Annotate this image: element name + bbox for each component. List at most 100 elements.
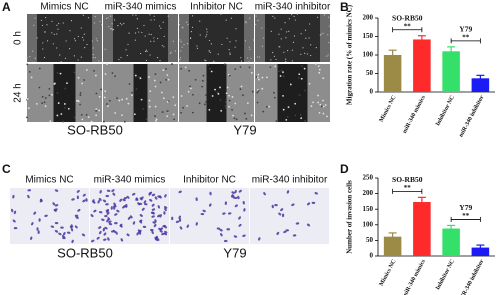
cell [73, 55, 76, 57]
cell [144, 35, 146, 37]
cell [181, 46, 183, 48]
cell [132, 14, 134, 16]
cell [159, 81, 162, 84]
invading-cell [153, 223, 157, 228]
y-tick-label: 150 [363, 205, 374, 213]
cell [179, 59, 181, 61]
invading-cell [219, 228, 223, 232]
y-tick-label: 100 [363, 51, 374, 59]
micrograph-edge [255, 14, 265, 62]
x-tick-label: miR-340 mimics [402, 258, 427, 295]
cell [145, 118, 148, 121]
cell [231, 96, 234, 98]
cell [100, 88, 103, 91]
cell [278, 33, 280, 35]
cell [308, 82, 311, 85]
cell [275, 58, 277, 61]
cell [182, 106, 185, 109]
cell [328, 42, 330, 44]
invading-cell [159, 230, 163, 233]
cell [248, 17, 251, 19]
cell [188, 69, 191, 72]
cell [69, 30, 71, 32]
cell [169, 52, 172, 55]
cell [153, 19, 155, 21]
cell [220, 109, 223, 112]
bar [471, 247, 490, 256]
cell [244, 40, 247, 42]
cell [291, 14, 293, 16]
cell [165, 68, 167, 70]
cell [56, 114, 59, 117]
invading-cell [112, 192, 116, 196]
cell [153, 40, 155, 42]
cell [53, 83, 56, 85]
cell [300, 77, 303, 80]
cell [98, 60, 100, 62]
invading-cell [27, 189, 32, 192]
invading-cell [178, 190, 182, 194]
cell [224, 101, 227, 103]
invading-cell [66, 231, 71, 234]
cell [140, 98, 143, 101]
cell [81, 82, 84, 85]
y-tick-label: 150 [363, 32, 374, 40]
cell [302, 47, 304, 49]
invading-cell [285, 229, 290, 232]
invading-cell [276, 231, 280, 236]
cell [256, 101, 259, 104]
cell [149, 14, 151, 16]
cell [317, 94, 319, 97]
cell [80, 56, 82, 58]
cell [56, 72, 59, 74]
invading-cell [164, 207, 167, 212]
cell [153, 79, 156, 82]
cell [232, 114, 234, 117]
cell [326, 115, 328, 118]
cell [108, 99, 111, 102]
significance-mark: ** [462, 33, 470, 41]
invading-cell [157, 195, 161, 198]
invading-cell [93, 209, 97, 213]
invading-cell [103, 238, 107, 241]
invading-cell [110, 206, 113, 210]
cell [228, 94, 230, 97]
invading-cell [91, 239, 95, 243]
cell [322, 32, 324, 34]
cell [322, 77, 325, 80]
invading-cell [155, 238, 160, 242]
cell [319, 34, 321, 36]
cell [83, 33, 85, 35]
bar [383, 236, 402, 256]
micrograph [170, 188, 249, 244]
cell [166, 100, 169, 103]
cell [56, 91, 59, 94]
cell [77, 76, 80, 79]
cell [41, 102, 44, 105]
invading-cell [74, 225, 78, 229]
cell [166, 115, 169, 118]
cell [104, 90, 107, 93]
cell [113, 28, 115, 31]
cell [191, 26, 194, 28]
micrograph-gap [53, 64, 76, 122]
cell [270, 30, 272, 33]
invading-cell [227, 212, 232, 215]
cell [261, 87, 264, 90]
cell [206, 31, 208, 33]
cell [95, 38, 97, 40]
cell [183, 43, 185, 46]
invading-cell [69, 225, 74, 228]
invading-cell [238, 216, 241, 220]
cell [231, 108, 233, 111]
invading-cell [103, 232, 107, 236]
cell [82, 14, 84, 16]
cell [83, 39, 85, 41]
cell [79, 91, 82, 94]
invading-cell [116, 209, 120, 213]
micrograph-edge [179, 14, 189, 62]
invading-cell [102, 199, 107, 203]
invading-cell [120, 238, 124, 242]
cell [255, 23, 257, 25]
cell [209, 67, 211, 70]
